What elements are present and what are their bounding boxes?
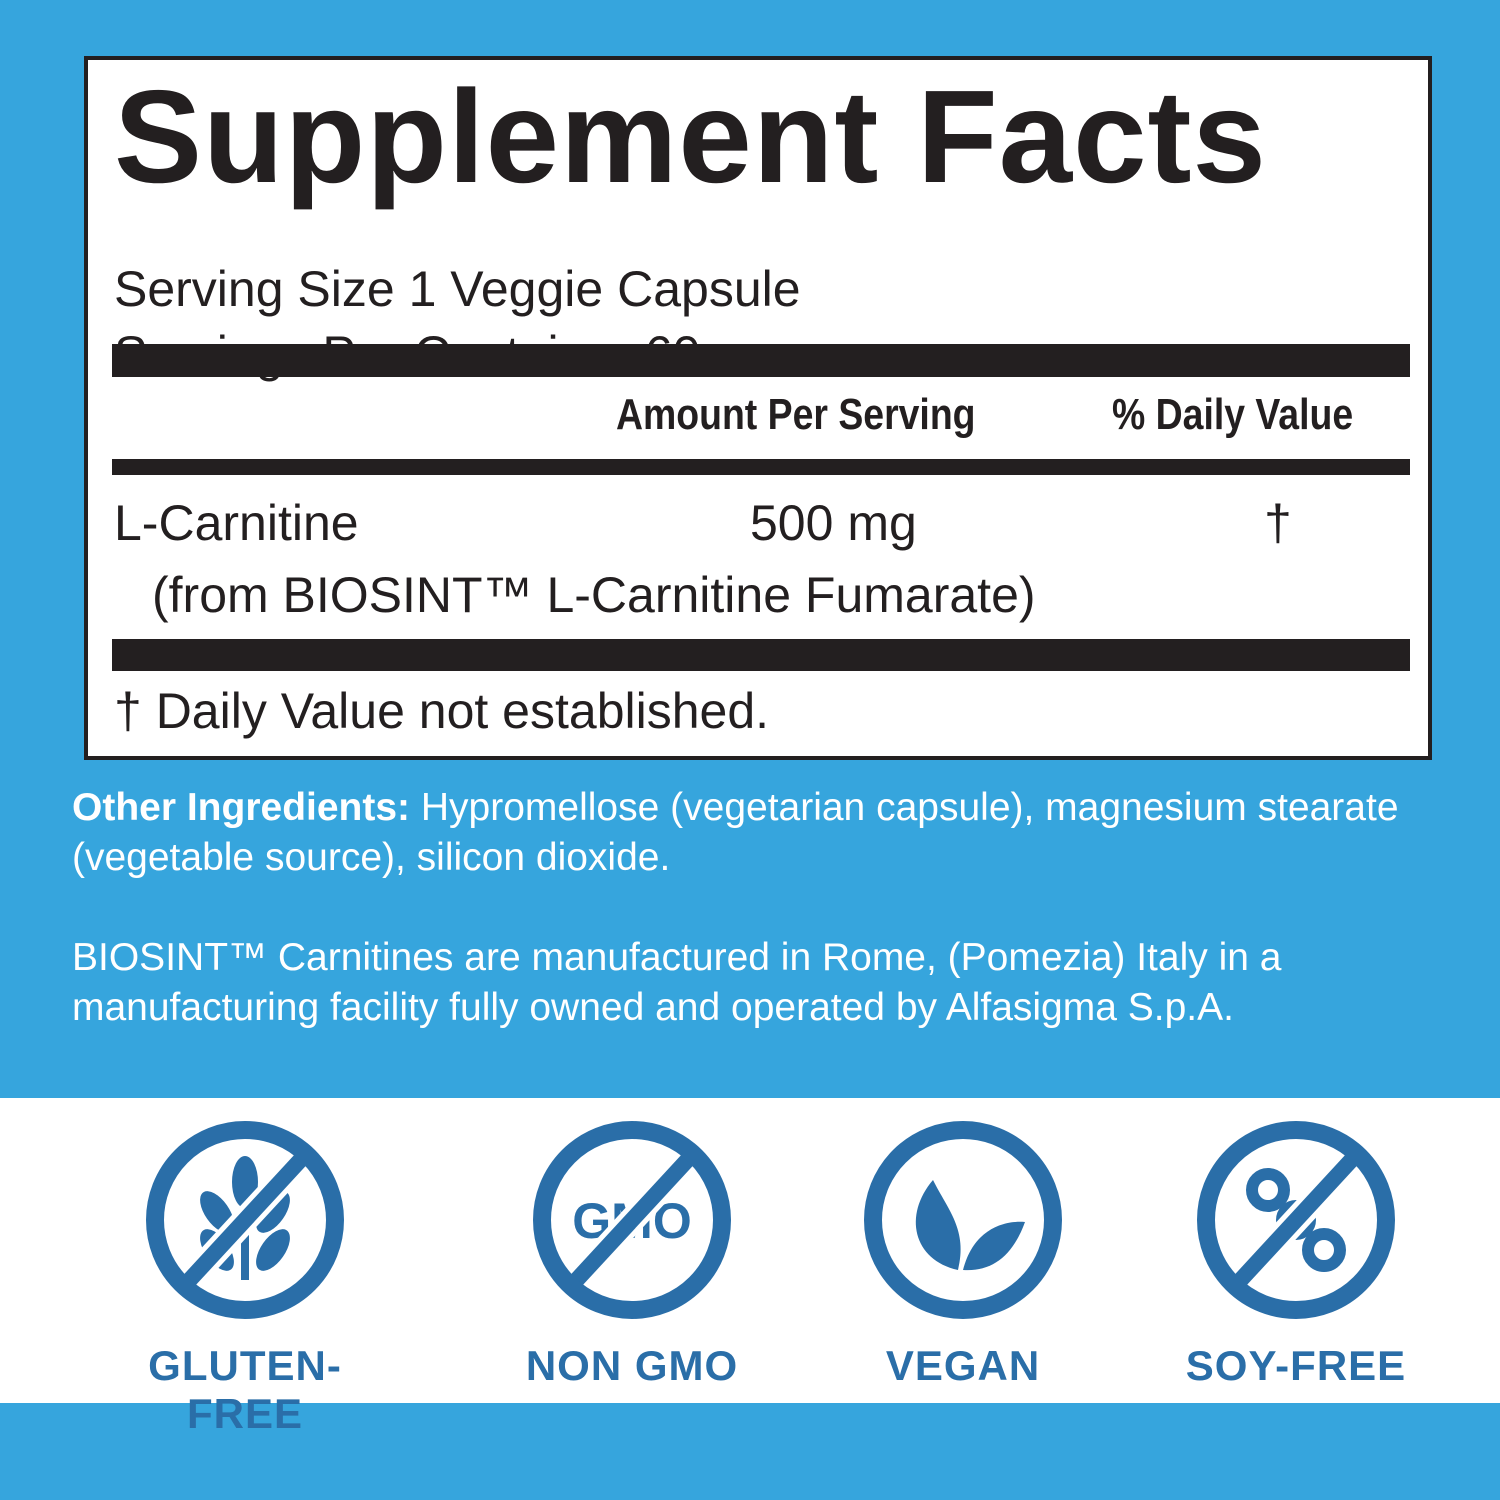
divider-medium — [112, 459, 1410, 475]
badge-soy-free: SOY-FREE — [1146, 1098, 1446, 1403]
ingredient-name: L-Carnitine — [114, 495, 359, 551]
other-ingredients-line2: (vegetable source), silicon dioxide. — [72, 836, 671, 879]
biosint-line1: BIOSINT™ Carnitines are manufactured in … — [72, 936, 1282, 979]
leaves-icon — [864, 1121, 1062, 1319]
serving-size: Serving Size 1 Veggie Capsule — [114, 261, 801, 317]
amount-header: Amount Per Serving — [616, 390, 976, 439]
no-wheat-icon — [146, 1121, 344, 1319]
ingredient-dv: † — [1264, 495, 1292, 551]
badge-label: VEGAN — [885, 1342, 1041, 1389]
badge-gluten-free: GLUTEN-FREE — [95, 1098, 395, 1437]
supplement-facts-panel: Supplement Facts Serving Size 1 Veggie C… — [84, 56, 1432, 760]
divider-thick-bottom — [112, 639, 1410, 671]
badges-band: GLUTEN-FREE GMO NON GMO VEGAN — [0, 1098, 1500, 1437]
other-ingredients-line1: Other Ingredients: Hypromellose (vegetar… — [72, 786, 1399, 830]
daily-value-header: % Daily Value — [1112, 390, 1354, 439]
no-gmo-icon: GMO — [533, 1121, 731, 1319]
badge-non-gmo: GMO NON GMO — [482, 1098, 782, 1403]
badge-label: NON GMO — [525, 1342, 739, 1389]
ingredient-amount: 500 mg — [750, 495, 917, 551]
badge-vegan: VEGAN — [813, 1098, 1113, 1403]
facts-title: Supplement Facts — [114, 63, 1267, 210]
other-ingredients-text: Hypromellose (vegetarian capsule), magne… — [410, 786, 1399, 829]
footnote: † Daily Value not established. — [114, 683, 770, 739]
biosint-line2: manufacturing facility fully owned and o… — [72, 986, 1234, 1029]
divider-thick — [112, 344, 1410, 377]
no-soy-icon — [1197, 1121, 1395, 1319]
ingredient-source: (from BIOSINT™ L-Carnitine Fumarate) — [152, 567, 1036, 623]
other-ingredients-label: Other Ingredients: — [72, 786, 411, 829]
badge-label: GLUTEN-FREE — [148, 1342, 342, 1437]
badge-label: SOY-FREE — [1185, 1342, 1407, 1389]
